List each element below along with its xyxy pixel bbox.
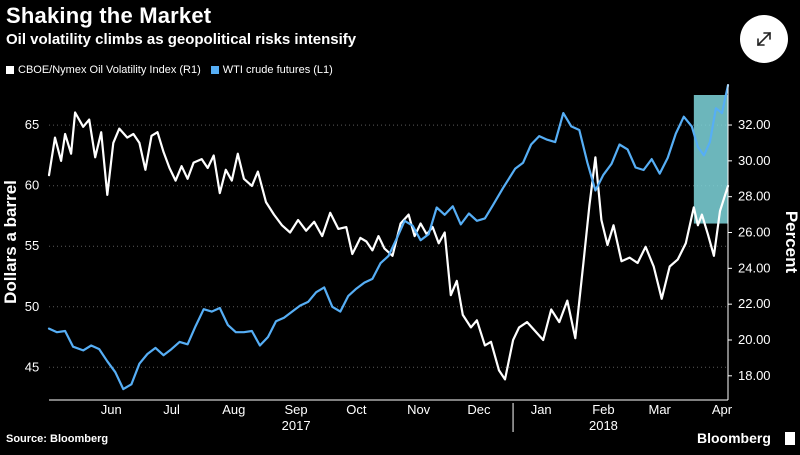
right-tick-label: 26.00 <box>738 225 771 240</box>
left-tick-label: 50 <box>25 299 39 314</box>
left-axis-title: Dollars a barrel <box>1 180 20 304</box>
x-tick-label: Aug <box>222 402 245 417</box>
brand-mark-icon <box>785 432 795 445</box>
right-tick-label: 24.00 <box>738 260 771 275</box>
wti-line <box>47 84 730 391</box>
x-tick-label: Mar <box>649 402 672 417</box>
legend-swatch-ovx <box>6 66 14 74</box>
brand-logo: Bloomberg <box>697 430 771 446</box>
legend-label-wti: WTI crude futures (L1) <box>222 64 333 76</box>
source-note: Source: Bloomberg <box>6 433 109 445</box>
year-label: 2018 <box>589 418 618 433</box>
left-tick-label: 55 <box>25 238 39 253</box>
x-tick-label: Apr <box>712 402 733 417</box>
x-tick-label: Jan <box>531 402 552 417</box>
year-label: 2017 <box>282 418 311 433</box>
x-tick-label: Jul <box>163 402 180 417</box>
x-tick-label: Oct <box>346 402 367 417</box>
legend-swatch-wti <box>210 66 219 74</box>
left-tick-label: 65 <box>25 117 39 132</box>
right-axis-title: Percent <box>782 211 800 274</box>
x-tick-label: Jun <box>101 402 122 417</box>
right-tick-label: 28.00 <box>738 189 771 204</box>
legend-item-ovx: CBOE/Nymex Oil Volatility Index (R1) <box>6 64 201 76</box>
right-tick-label: 18.00 <box>738 368 771 383</box>
right-tick-label: 32.00 <box>738 117 771 132</box>
legend-label-ovx: CBOE/Nymex Oil Volatility Index (R1) <box>18 64 201 76</box>
chart-subtitle: Oil volatility climbs as geopolitical ri… <box>6 31 357 48</box>
left-tick-label: 60 <box>25 178 39 193</box>
legend-item-wti: WTI crude futures (L1) <box>210 64 333 76</box>
chart-title: Shaking the Market <box>6 3 212 28</box>
right-tick-label: 20.00 <box>738 332 771 347</box>
right-tick-label: 30.00 <box>738 153 771 168</box>
expand-arrows-icon <box>757 32 771 46</box>
legend: CBOE/Nymex Oil Volatility Index (R1) WTI… <box>6 62 343 78</box>
x-tick-label: Feb <box>592 402 614 417</box>
right-tick-label: 22.00 <box>738 296 771 311</box>
left-tick-label: 45 <box>25 359 39 374</box>
x-tick-label: Sep <box>285 402 308 417</box>
x-tick-label: Dec <box>467 402 491 417</box>
x-tick-label: Nov <box>407 402 431 417</box>
ovx-line <box>47 111 730 381</box>
expand-button[interactable] <box>740 15 788 63</box>
